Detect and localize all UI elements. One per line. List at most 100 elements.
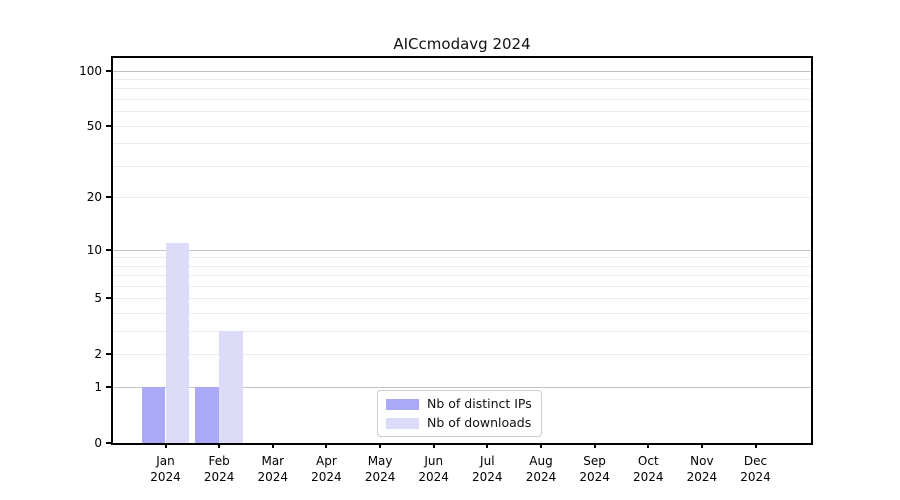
y-tick-label-50: 50 xyxy=(86,118,102,133)
x-tick-feb xyxy=(218,443,221,448)
x-tick-label-jun: Jun 2024 xyxy=(407,453,461,485)
legend-swatch xyxy=(386,417,419,429)
y-tick-1 xyxy=(106,386,111,389)
y-tick-label-0: 0 xyxy=(94,436,102,450)
x-tick-year: 2024 xyxy=(203,470,235,484)
x-tick-label-dec: Dec 2024 xyxy=(729,453,783,485)
major-gridline-100 xyxy=(113,70,811,72)
plot-spine-left xyxy=(111,56,113,445)
x-tick-year: 2024 xyxy=(257,470,289,484)
minor-gridline-30 xyxy=(113,165,811,167)
x-tick-label-feb: Feb 2024 xyxy=(192,453,246,485)
legend-swatch xyxy=(386,398,419,410)
minor-gridline-80 xyxy=(113,88,811,90)
legend: Nb of distinct IPs Nb of downloads xyxy=(377,390,542,437)
x-tick-month: Feb xyxy=(208,454,230,468)
x-tick-month: Mar xyxy=(261,454,285,468)
minor-gridline-9 xyxy=(113,257,811,259)
bar-nb-of-distinct-ips-feb xyxy=(195,387,220,443)
x-tick-label-may: May 2024 xyxy=(353,453,407,485)
minor-gridline-6 xyxy=(113,286,811,287)
x-tick-label-apr: Apr 2024 xyxy=(299,453,353,485)
minor-gridline-7 xyxy=(113,275,811,277)
minor-gridline-50 xyxy=(113,125,811,127)
x-tick-year: 2024 xyxy=(472,470,503,484)
x-tick-month: Jan xyxy=(156,454,175,468)
x-tick-month: Aug xyxy=(529,454,553,468)
chart-title: AICcmodavg 2024 xyxy=(393,35,531,53)
minor-gridline-5 xyxy=(113,298,811,300)
x-tick-aug xyxy=(540,443,542,448)
legend-label: Nb of downloads xyxy=(427,415,532,430)
major-gridline-10 xyxy=(113,249,811,251)
x-tick-mar xyxy=(271,443,274,448)
minor-gridline-2 xyxy=(113,354,811,356)
x-tick-year: 2024 xyxy=(579,470,610,484)
minor-gridline-8 xyxy=(113,265,811,267)
plot-area xyxy=(111,56,813,445)
y-tick-label-1: 1 xyxy=(94,380,102,395)
x-tick-month: Nov xyxy=(690,454,714,468)
legend-item-nb-of-distinct-ips: Nb of distinct IPs xyxy=(386,397,532,411)
plot-spine-top xyxy=(111,56,813,58)
x-tick-year: 2024 xyxy=(364,470,396,484)
x-tick-year: 2024 xyxy=(525,470,557,484)
minor-gridline-20 xyxy=(113,197,811,199)
x-tick-dec xyxy=(754,443,757,448)
minor-gridline-40 xyxy=(113,143,811,145)
x-tick-year: 2024 xyxy=(150,470,181,484)
x-tick-label-aug: Aug 2024 xyxy=(514,453,568,485)
x-tick-jun xyxy=(432,443,435,448)
x-tick-label-oct: Oct 2024 xyxy=(621,453,675,485)
y-tick-label-100: 100 xyxy=(79,63,102,78)
major-gridline-1 xyxy=(113,387,811,389)
y-tick-2 xyxy=(106,353,111,356)
y-tick-label-2: 2 xyxy=(94,347,102,362)
x-tick-label-jul: Jul 2024 xyxy=(460,453,514,485)
x-tick-month: Sep xyxy=(583,454,606,468)
minor-gridline-90 xyxy=(113,79,811,80)
minor-gridline-4 xyxy=(113,313,811,315)
x-tick-sep xyxy=(593,443,596,448)
bar-nb-of-downloads-jan xyxy=(165,242,190,443)
x-tick-month: Apr xyxy=(316,454,337,468)
x-tick-label-sep: Sep 2024 xyxy=(568,453,622,485)
legend-label: Nb of distinct IPs xyxy=(427,396,532,411)
y-tick-10 xyxy=(106,248,111,251)
plot-spine-right xyxy=(811,56,813,445)
y-tick-50 xyxy=(106,124,111,127)
y-tick-20 xyxy=(106,196,111,199)
bar-nb-of-distinct-ips-jan xyxy=(141,387,166,443)
x-tick-year: 2024 xyxy=(686,470,718,484)
x-tick-jan xyxy=(164,443,167,448)
x-tick-label-mar: Mar 2024 xyxy=(246,453,300,485)
x-tick-month: Oct xyxy=(637,454,659,468)
x-tick-oct xyxy=(647,443,650,448)
bar-nb-of-downloads-feb xyxy=(219,331,243,443)
x-tick-nov xyxy=(700,443,703,448)
x-tick-label-nov: Nov 2024 xyxy=(675,453,729,485)
x-tick-year: 2024 xyxy=(740,470,771,484)
y-tick-100 xyxy=(106,69,111,72)
y-tick-label-20: 20 xyxy=(86,190,102,205)
minor-gridline-70 xyxy=(113,99,811,100)
y-tick-label-5: 5 xyxy=(94,291,102,306)
x-tick-month: Jun xyxy=(424,454,444,468)
y-tick-5 xyxy=(106,297,111,300)
x-tick-apr xyxy=(325,443,328,448)
y-tick-label-10: 10 xyxy=(86,242,102,257)
x-tick-jul xyxy=(486,443,489,448)
minor-gridline-60 xyxy=(113,111,811,113)
legend-item-nb-of-downloads: Nb of downloads xyxy=(386,416,532,430)
x-tick-month: Dec xyxy=(743,454,768,468)
x-tick-year: 2024 xyxy=(311,470,342,484)
x-tick-month: Jul xyxy=(480,454,495,468)
x-tick-year: 2024 xyxy=(418,470,449,484)
x-tick-label-jan: Jan 2024 xyxy=(139,453,193,485)
x-tick-may xyxy=(379,443,382,448)
minor-gridline-3 xyxy=(113,331,811,333)
x-tick-year: 2024 xyxy=(633,470,664,484)
plot-spine-bottom xyxy=(111,443,813,445)
x-tick-month: May xyxy=(367,454,393,468)
